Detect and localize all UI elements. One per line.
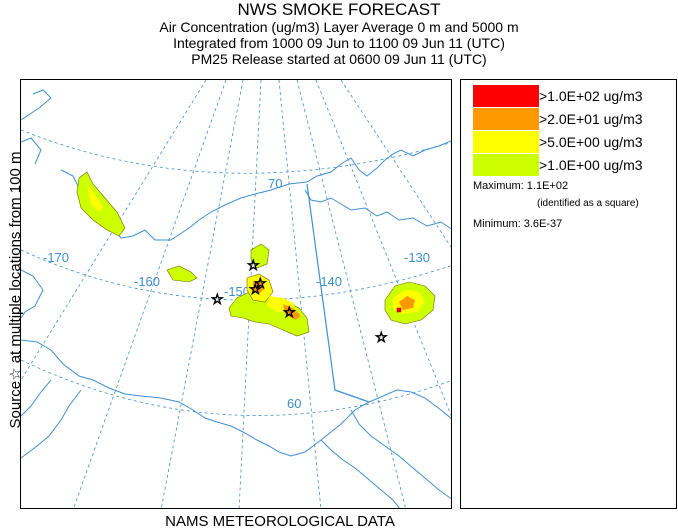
source-star: ☆ xyxy=(375,330,388,346)
label-lon-160: -160 xyxy=(134,274,160,289)
label-lon-130: -130 xyxy=(404,250,430,265)
maximum-note: (identified as a square) xyxy=(537,198,639,209)
source-star: ☆ xyxy=(211,292,224,308)
maximum-value: Maximum: 1.1E+02 xyxy=(473,180,569,192)
smoke-map: -170 -160 -150 -140 -130 70 60 xyxy=(21,80,451,508)
legend-label: >1.0E+02 ug/m3 xyxy=(539,88,643,104)
source-star: ☆ xyxy=(247,258,260,274)
legend-label: >5.0E+00 ug/m3 xyxy=(539,134,643,150)
map-frame: -170 -160 -150 -140 -130 70 60 xyxy=(20,79,452,509)
legend-label: >1.0E+00 ug/m3 xyxy=(539,157,643,173)
source-star: ☆ xyxy=(249,282,262,298)
source-star: ☆ xyxy=(254,276,267,292)
maximum-square xyxy=(396,307,402,313)
alaska-yukon-border xyxy=(306,183,370,403)
legend-label: >2.0E+01 ug/m3 xyxy=(539,111,643,127)
smoke-plume-central xyxy=(228,243,310,337)
legend-item: >5.0E+00 ug/m3 xyxy=(473,131,668,153)
legend-item: >1.0E+00 ug/m3 xyxy=(473,154,668,176)
meteorological-data-label: NAMS METEOROLOGICAL DATA xyxy=(165,513,395,530)
fire-sources: ☆ ☆ ☆ ☆ ☆ ☆ xyxy=(211,258,389,347)
label-lon-140: -140 xyxy=(316,274,342,289)
smoke-plume-northwest xyxy=(76,171,126,237)
forecast-title: NWS SMOKE FORECAST xyxy=(237,0,441,19)
legend-swatch-yellow xyxy=(473,131,539,153)
legend-panel: >1.0E+02 ug/m3 >2.0E+01 ug/m3 >5.0E+00 u… xyxy=(460,79,677,509)
legend-swatch-lime xyxy=(473,154,539,176)
minimum-value: Minimum: 3.6E-37 xyxy=(473,218,563,230)
integration-period: Integrated from 1000 09 Jun to 1100 09 J… xyxy=(173,35,505,51)
release-info: PM25 Release started at 0600 09 Jun 11 (… xyxy=(191,51,487,67)
label-lat-70: 70 xyxy=(268,176,282,191)
label-lon-170: -170 xyxy=(43,250,69,265)
smoke-plume-west xyxy=(166,265,198,283)
legend-swatch-orange xyxy=(473,108,539,130)
legend-item: >2.0E+01 ug/m3 xyxy=(473,108,668,130)
source-star: ☆ xyxy=(283,305,296,321)
label-lat-60: 60 xyxy=(287,396,301,411)
latitude-lines xyxy=(21,129,451,416)
legend-swatch-red xyxy=(473,85,539,107)
legend-item: >1.0E+02 ug/m3 xyxy=(473,85,668,107)
smoke-plume-east xyxy=(384,281,436,325)
forecast-header: NWS SMOKE FORECAST Air Concentration (ug… xyxy=(0,0,678,68)
concentration-line: Air Concentration (ug/m3) Layer Average … xyxy=(159,19,519,35)
